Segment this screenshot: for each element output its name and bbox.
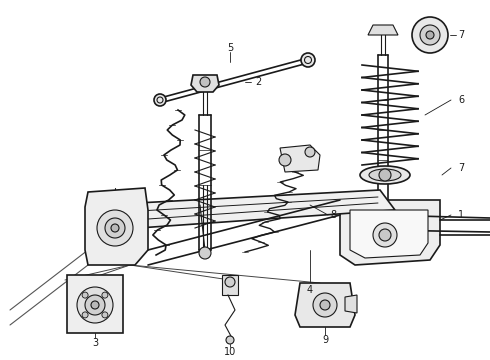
Circle shape (379, 229, 391, 241)
Polygon shape (345, 295, 357, 313)
Text: 3: 3 (92, 338, 98, 348)
Text: 2: 2 (255, 77, 261, 87)
Text: 10: 10 (224, 347, 236, 357)
Polygon shape (100, 190, 395, 230)
Text: 4: 4 (307, 285, 313, 295)
Circle shape (82, 312, 88, 318)
Circle shape (102, 312, 108, 318)
Text: 6: 6 (458, 95, 464, 105)
Text: 8: 8 (330, 210, 336, 220)
Polygon shape (368, 25, 398, 35)
Text: 7: 7 (458, 163, 464, 173)
Circle shape (111, 224, 119, 232)
Polygon shape (85, 188, 148, 265)
Circle shape (420, 25, 440, 45)
Ellipse shape (369, 169, 401, 181)
Circle shape (199, 247, 211, 259)
Circle shape (426, 31, 434, 39)
Circle shape (279, 154, 291, 166)
Circle shape (85, 295, 105, 315)
Circle shape (82, 292, 88, 298)
Circle shape (97, 210, 133, 246)
Polygon shape (280, 145, 320, 172)
Circle shape (91, 301, 99, 309)
Circle shape (154, 94, 166, 106)
Circle shape (102, 292, 108, 298)
Circle shape (200, 77, 210, 87)
Ellipse shape (360, 166, 410, 184)
Text: 1: 1 (458, 210, 464, 220)
Polygon shape (67, 275, 123, 333)
Circle shape (105, 218, 125, 238)
Circle shape (373, 223, 397, 247)
Polygon shape (191, 75, 219, 92)
Circle shape (225, 277, 235, 287)
Circle shape (313, 293, 337, 317)
Polygon shape (350, 210, 428, 258)
Circle shape (320, 300, 330, 310)
Circle shape (305, 147, 315, 157)
Polygon shape (340, 200, 440, 265)
Polygon shape (222, 275, 238, 295)
Circle shape (379, 169, 391, 181)
Text: 7: 7 (458, 30, 464, 40)
Circle shape (412, 17, 448, 53)
Circle shape (226, 336, 234, 344)
Polygon shape (295, 283, 355, 327)
Circle shape (301, 53, 315, 67)
Circle shape (77, 287, 113, 323)
Text: 5: 5 (227, 43, 233, 53)
Text: 9: 9 (322, 335, 328, 345)
